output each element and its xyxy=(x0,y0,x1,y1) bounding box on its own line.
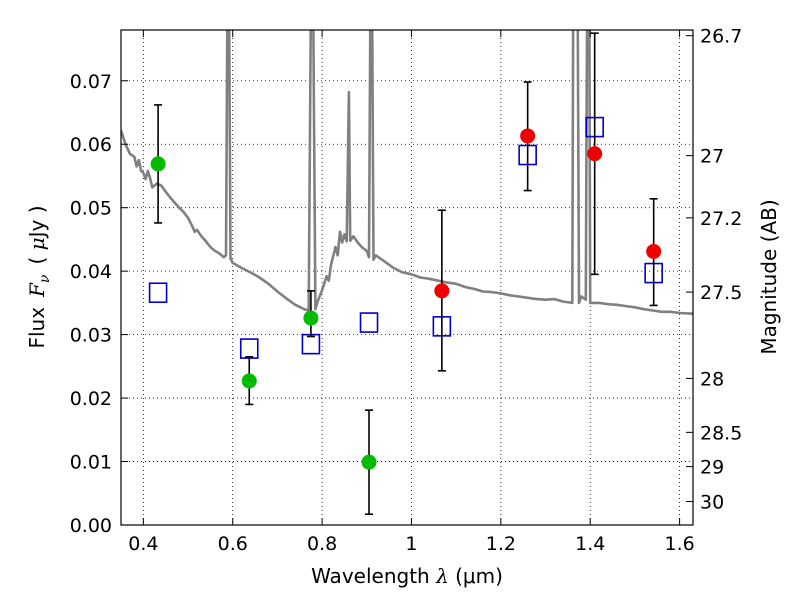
y-tick-label: 0.02 xyxy=(70,388,112,410)
y-tick-label: 0.01 xyxy=(70,452,112,474)
y-tick-label: 0.07 xyxy=(70,71,112,93)
y-tick-label: 0.00 xyxy=(70,515,112,537)
y2-tick-label: 27 xyxy=(700,146,724,168)
x-tick-label: 0.6 xyxy=(218,533,248,555)
x-tick-label: 1.4 xyxy=(575,533,605,555)
model-point-square xyxy=(359,312,379,333)
measurement-point xyxy=(646,243,662,259)
x-tick-label: 1 xyxy=(405,533,417,555)
model-point-square xyxy=(239,338,259,359)
measurement-point xyxy=(303,310,319,326)
y2-axis-title: Magnitude (AB) xyxy=(757,199,781,354)
plot-area xyxy=(121,30,693,516)
x-tick-label: 0.4 xyxy=(128,533,158,555)
measurement-point xyxy=(241,373,257,389)
y2-tick-label: 28 xyxy=(700,368,724,390)
grid xyxy=(121,30,693,526)
x-tick-label: 1.2 xyxy=(486,533,516,555)
y-tick-label: 0.03 xyxy=(70,325,112,347)
model-point-square xyxy=(301,333,321,355)
y2-tick-label: 27.2 xyxy=(700,208,742,230)
measurement-point xyxy=(587,146,603,162)
model-point-square xyxy=(148,282,168,304)
y2-tick-label: 29 xyxy=(700,457,724,479)
y2-tick-label: 27.5 xyxy=(700,282,742,304)
measurement-point xyxy=(434,283,450,299)
measurement-point xyxy=(150,156,166,172)
axis-ticks: 0.4 0.6 0.8 1 1.2 1.4 1.6 0.00 0.01 0.02 0.03 0.04 0… xyxy=(70,26,743,555)
y2-tick-label: 26.7 xyxy=(700,26,742,48)
y-tick-label: 0.06 xyxy=(70,134,112,156)
x-tick-label: 1.6 xyxy=(664,533,694,555)
y-axis-title: FluxFν( μJy ) xyxy=(25,205,53,348)
measurement-point xyxy=(520,128,536,144)
plot-frame xyxy=(120,29,694,526)
y2-tick-label: 30 xyxy=(700,492,724,514)
x-axis-title: Wavelength λ (μm) xyxy=(311,564,503,588)
y2-tick-label: 28.5 xyxy=(700,422,742,444)
y-tick-label: 0.05 xyxy=(70,198,112,220)
measurement-point xyxy=(361,454,377,470)
y-tick-label: 0.04 xyxy=(70,261,112,283)
x-tick-label: 0.8 xyxy=(307,533,337,555)
spectrum-line xyxy=(121,30,693,315)
